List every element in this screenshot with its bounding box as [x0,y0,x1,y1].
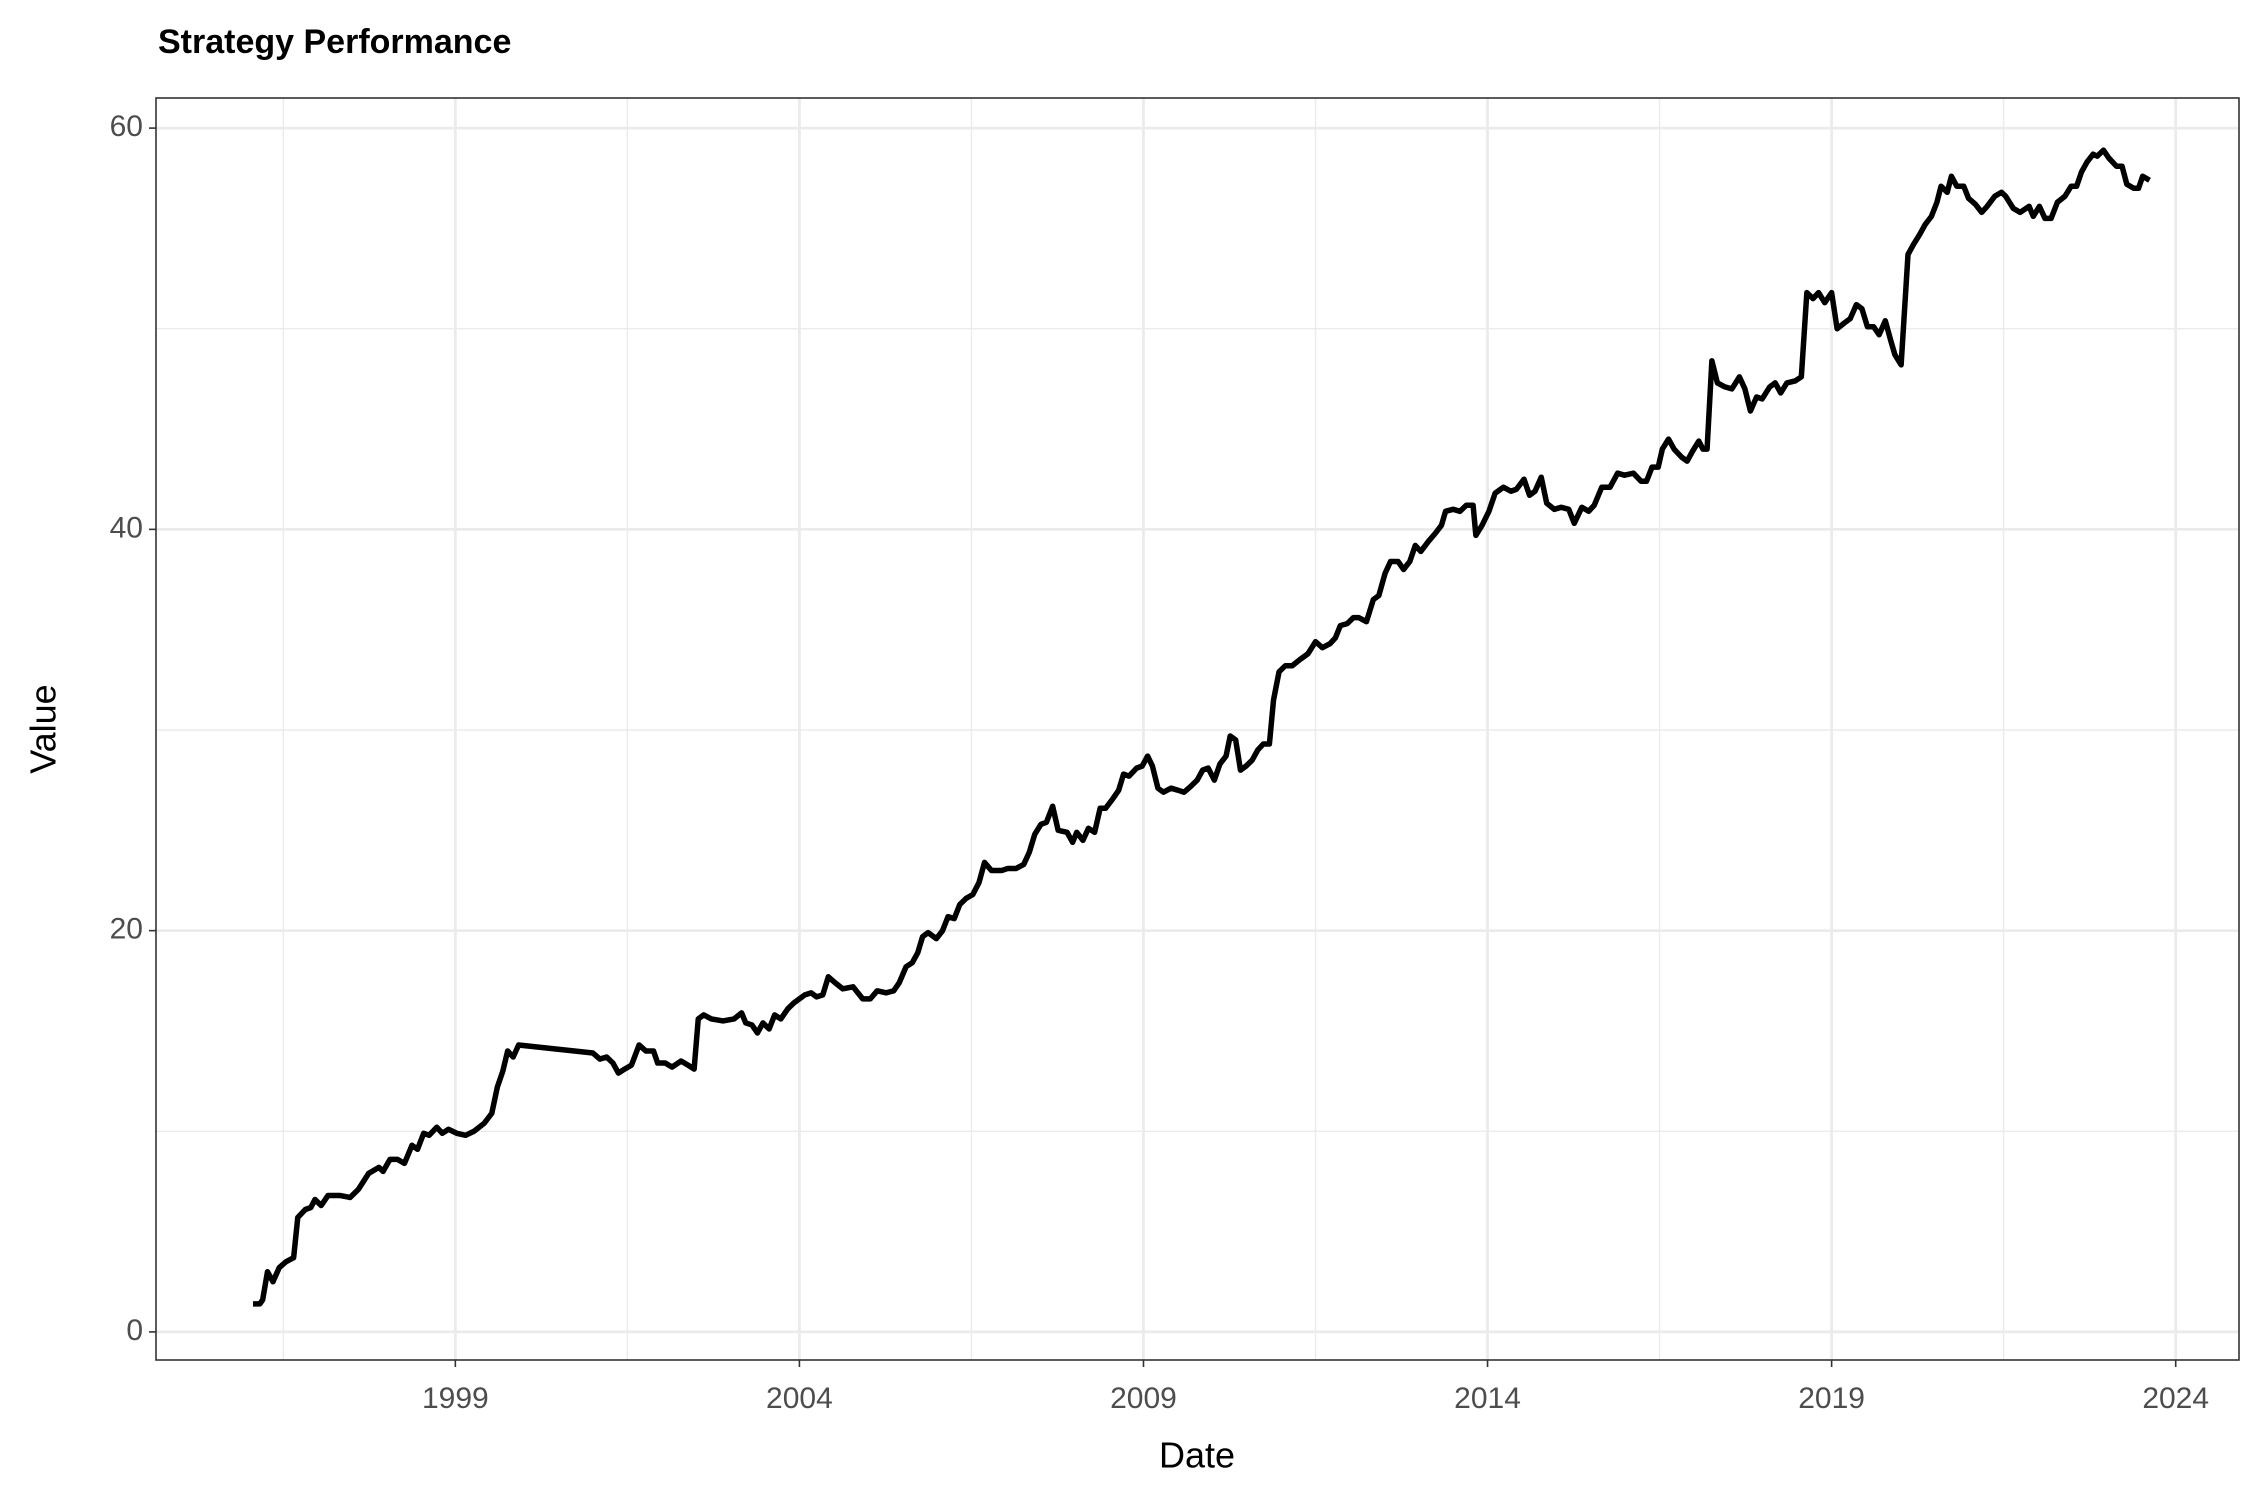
chart-title: Strategy Performance [158,23,511,61]
plot-area [253,147,2151,1307]
x-tick-label: 2009 [1110,1382,1177,1415]
axes: 0 20 40 60 1999 2004 2009 2014 2019 2024 [110,110,2209,1415]
panel-border [155,97,2240,1361]
grid [156,98,2239,1360]
x-tick-label: 2019 [1798,1382,1865,1415]
x-tick-label: 2024 [2142,1382,2209,1415]
x-tick-label: 2014 [1454,1382,1521,1415]
y-axis-title: Value [23,684,64,773]
y-tick-label: 40 [110,511,143,544]
x-tick-label: 1999 [422,1382,489,1415]
x-tick-label: 2004 [766,1382,833,1415]
x-axis-title: Date [1159,1435,1235,1476]
y-tick-label: 20 [110,913,143,946]
y-tick-label: 60 [110,110,143,143]
data-line [253,147,2151,1307]
y-tick-label: 0 [126,1314,143,1347]
